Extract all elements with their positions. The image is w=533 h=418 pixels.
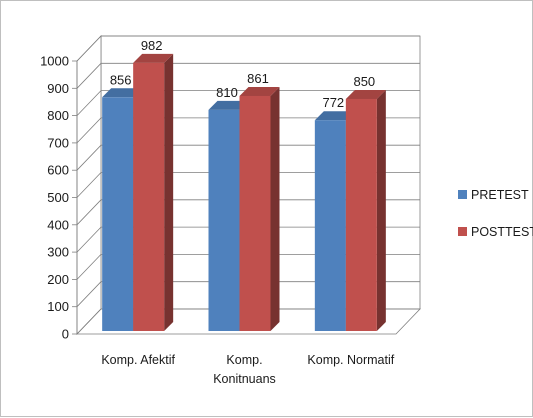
bar-front bbox=[102, 97, 134, 331]
bar-top bbox=[102, 88, 143, 98]
gridline-100 bbox=[76, 281, 420, 307]
bar-front bbox=[133, 62, 165, 331]
data-label: 850 bbox=[353, 74, 375, 89]
gridline-1000 bbox=[76, 35, 420, 62]
bar-side bbox=[164, 53, 174, 331]
bar-side bbox=[376, 89, 386, 331]
bar-top bbox=[133, 53, 174, 63]
bar-side bbox=[270, 86, 280, 332]
bar-top bbox=[239, 86, 280, 96]
bar-front bbox=[239, 95, 271, 332]
y-tick-label: 800 bbox=[47, 108, 69, 123]
y-tick-label: 0 bbox=[62, 327, 69, 342]
legend: PRETEST POSTTEST bbox=[458, 188, 533, 239]
gridlines bbox=[72, 35, 420, 335]
bars bbox=[102, 53, 386, 332]
data-label: 810 bbox=[216, 85, 238, 100]
y-tick-label: 1000 bbox=[40, 54, 69, 69]
gridline-500 bbox=[76, 172, 420, 198]
x-category-label: Konitnuans bbox=[213, 372, 276, 386]
x-axis-categories: Komp. Afektif Komp. Konitnuans Komp. Normat… bbox=[101, 353, 394, 386]
data-label: 856 bbox=[110, 72, 132, 87]
y-axis-ticks: 0 100 200 300 400 500 600 700 800 900 1000 bbox=[40, 54, 69, 342]
x-category-label: Komp. Afektif bbox=[101, 353, 175, 367]
data-label: 772 bbox=[322, 95, 344, 110]
x-category-label: Komp. Normatif bbox=[307, 353, 394, 367]
bar-posttest-1 bbox=[133, 53, 174, 331]
data-label: 982 bbox=[141, 38, 163, 53]
data-labels: 856 982 810 861 772 850 bbox=[110, 38, 375, 110]
bar-posttest-2 bbox=[239, 86, 280, 332]
y-tick-label: 100 bbox=[47, 299, 69, 314]
gridline-300 bbox=[76, 226, 420, 253]
x-category-label: Komp. bbox=[226, 353, 262, 367]
legend-label-pretest: PRETEST bbox=[471, 188, 529, 202]
gridline-0 bbox=[76, 308, 420, 335]
bar-front bbox=[208, 109, 240, 332]
gridline-400 bbox=[76, 199, 420, 226]
gridline-900 bbox=[76, 62, 420, 89]
gridline-700 bbox=[76, 117, 420, 144]
y-tick-label: 200 bbox=[47, 272, 69, 287]
y-tick-label: 500 bbox=[47, 190, 69, 205]
bar-top bbox=[208, 100, 249, 110]
gridline-800 bbox=[76, 90, 420, 116]
bar-posttest-3 bbox=[345, 89, 386, 331]
legend-label-posttest: POSTTEST bbox=[471, 225, 533, 239]
legend-swatch-pretest bbox=[458, 190, 467, 199]
bar-top bbox=[314, 111, 355, 121]
y-tick-label: 700 bbox=[47, 135, 69, 150]
gridline-600 bbox=[76, 144, 420, 171]
gridline-200 bbox=[76, 253, 420, 280]
legend-swatch-posttest bbox=[458, 227, 467, 236]
bar-top bbox=[345, 89, 386, 99]
bar-front bbox=[345, 98, 377, 331]
data-label: 861 bbox=[247, 71, 269, 86]
y-tick-label: 600 bbox=[47, 163, 69, 178]
bar-front bbox=[314, 120, 346, 331]
y-tick-label: 900 bbox=[47, 81, 69, 96]
y-tick-label: 300 bbox=[47, 245, 69, 260]
y-tick-label: 400 bbox=[47, 217, 69, 232]
